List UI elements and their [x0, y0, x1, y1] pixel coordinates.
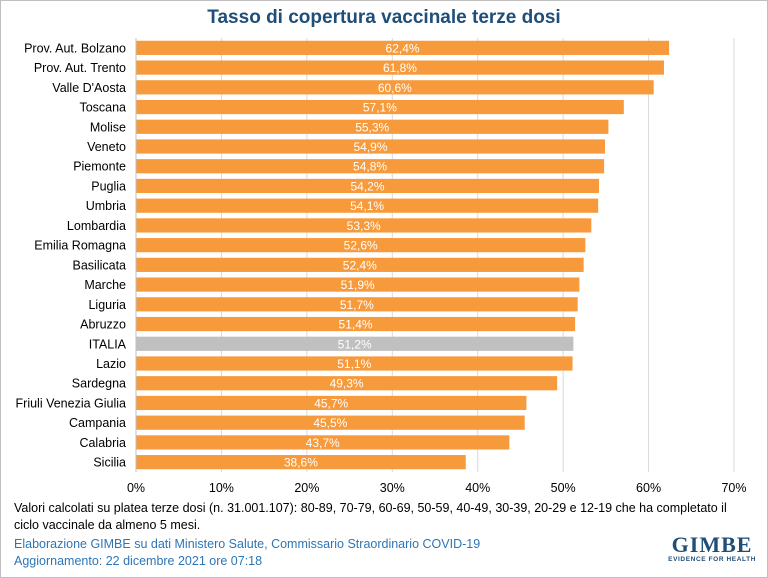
bar [136, 257, 584, 272]
logo-word: GIMBE [671, 532, 753, 557]
x-tick-label: 10% [209, 481, 234, 495]
bar [136, 336, 574, 351]
bar [136, 395, 527, 411]
data-label: 52,6% [344, 239, 378, 253]
data-label: 38,6% [284, 456, 318, 470]
category-label: Lazio [96, 357, 126, 371]
data-label: 51,7% [340, 298, 374, 312]
data-label: 43,7% [306, 436, 340, 450]
bar [136, 415, 525, 430]
category-label: Lombardia [67, 219, 126, 233]
category-label: Piemonte [73, 160, 126, 174]
x-tick-label: 50% [551, 481, 576, 495]
category-label: Campania [69, 416, 126, 430]
data-label: 54,1% [350, 199, 384, 213]
x-tick-label: 40% [465, 481, 490, 495]
data-label: 51,2% [338, 337, 372, 351]
bar [136, 297, 578, 312]
data-label: 54,8% [353, 160, 387, 174]
data-label: 54,9% [353, 140, 387, 154]
category-label: Calabria [79, 436, 126, 450]
data-label: 54,2% [350, 179, 384, 193]
data-label: 51,9% [341, 278, 375, 292]
category-label: Sicilia [93, 456, 126, 470]
bar-chart: 0% 10% 20% 30% 40% 50% 60% 70% Prov. Aut. Bolzan… [16, 38, 747, 495]
category-label: Liguria [88, 298, 126, 312]
bar [136, 277, 580, 292]
footnote: Valori calcolati su platea terze dosi (n… [14, 501, 727, 532]
category-label: Emilia Romagna [34, 239, 126, 253]
category-label: ITALIA [89, 337, 127, 351]
x-tick-label: 70% [721, 481, 746, 495]
source-info: Elaborazione GIMBE su dati Ministero Sal… [14, 536, 480, 570]
bar [136, 159, 605, 174]
category-label: Molise [90, 120, 126, 134]
bar [136, 139, 606, 154]
bar [136, 376, 558, 391]
category-label: Prov. Aut. Bolzano [24, 41, 126, 55]
category-label: Umbria [86, 199, 126, 213]
bar [136, 356, 573, 371]
bar [136, 178, 600, 194]
bar [136, 455, 466, 470]
bar [136, 218, 592, 233]
category-label: Marche [84, 278, 126, 292]
bar [136, 99, 624, 115]
bar [136, 198, 599, 213]
data-label: 45,7% [314, 396, 348, 410]
data-label: 57,1% [363, 101, 397, 115]
bar [136, 80, 654, 95]
data-label: 52,4% [343, 258, 377, 272]
category-label: Valle D'Aosta [52, 81, 126, 95]
logo-tagline: EVIDENCE FOR HEALTH [668, 556, 756, 563]
category-label: Prov. Aut. Trento [34, 61, 126, 75]
data-label: 45,5% [313, 416, 347, 430]
x-tick-label: 20% [294, 481, 319, 495]
bar [136, 435, 510, 450]
category-label: Sardegna [72, 377, 126, 391]
x-tick-label: 30% [380, 481, 405, 495]
category-label: Puglia [91, 179, 126, 193]
data-label: 49,3% [330, 377, 364, 391]
data-label: 62,4% [386, 41, 420, 55]
bar [136, 60, 664, 75]
data-label: 60,6% [378, 81, 412, 95]
bar [136, 40, 670, 55]
data-label: 61,8% [383, 61, 417, 75]
category-label: Toscana [79, 101, 126, 115]
category-label: Veneto [87, 140, 126, 154]
bar [136, 316, 576, 332]
category-label: Friuli Venezia Giulia [16, 396, 127, 410]
data-label: 51,4% [339, 318, 373, 332]
data-label: 55,3% [355, 120, 389, 134]
source-text: Elaborazione GIMBE su dati Ministero Sal… [14, 537, 481, 551]
bar [136, 119, 609, 134]
category-label: Abruzzo [80, 318, 126, 332]
x-tick-label: 60% [636, 481, 661, 495]
chart-title: Tasso di copertura vaccinale terze dosi [207, 7, 561, 28]
x-tick-label: 0% [127, 481, 145, 495]
category-label: Basilicata [73, 258, 127, 272]
data-label: 51,1% [337, 357, 371, 371]
update-text: Aggiornamento: 22 dicembre 2021 ore 07:1… [14, 554, 263, 568]
data-label: 53,3% [347, 219, 381, 233]
bar [136, 238, 586, 253]
gimbe-logo: GIMBE EVIDENCE FOR HEALTH [668, 534, 756, 564]
